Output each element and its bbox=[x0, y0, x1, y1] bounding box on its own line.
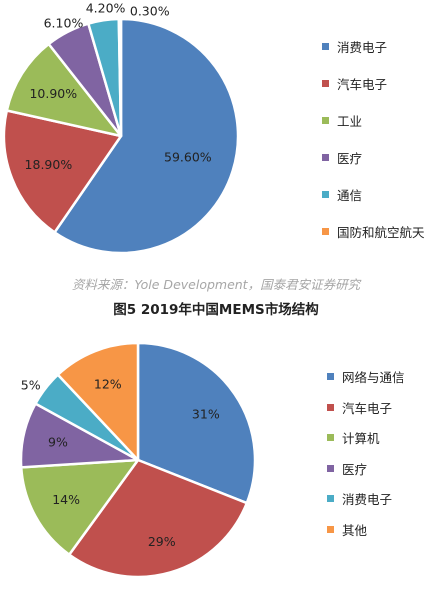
legend-swatch bbox=[322, 43, 329, 50]
legend-item-1-6: 国防和航空航天 bbox=[322, 222, 425, 241]
legend-item-1-5: 通信 bbox=[322, 185, 362, 204]
legend-swatch bbox=[322, 154, 329, 161]
legend-label: 国防和航空航天 bbox=[337, 225, 425, 240]
pie-slice-1-2 bbox=[2, 109, 123, 234]
legend-label: 工业 bbox=[337, 114, 363, 129]
pie-label-1-5: 4.20% bbox=[86, 0, 126, 15]
legend-label: 网络与通信 bbox=[342, 370, 405, 385]
pie-slice-1-6 bbox=[117, 17, 123, 138]
pie-label-2-3: 14% bbox=[52, 492, 80, 507]
legend-swatch bbox=[327, 464, 334, 472]
legend-label: 医疗 bbox=[337, 151, 363, 166]
legend-item-2-4: 医疗 bbox=[327, 459, 367, 478]
pie-chart-2019-china-mems: 31% 29% 14% 9% 5% 12% bbox=[19, 341, 257, 579]
legend-label: 通信 bbox=[337, 188, 363, 203]
pie-label-1-3: 10.90% bbox=[29, 86, 77, 101]
pie-label-1-1: 59.60% bbox=[164, 149, 212, 164]
legend-swatch bbox=[322, 80, 329, 87]
legend-label: 消费电子 bbox=[342, 492, 393, 507]
legend-item-2-1: 网络与通信 bbox=[327, 367, 405, 386]
pie-slice-1-3 bbox=[5, 42, 123, 138]
legend-label: 计算机 bbox=[342, 431, 380, 446]
legend-label: 消费电子 bbox=[337, 40, 388, 55]
pie-slice-2-1 bbox=[136, 341, 257, 505]
legend-label: 医疗 bbox=[342, 461, 368, 477]
legend-item-2-2: 汽车电子 bbox=[327, 398, 392, 417]
legend-label: 其他 bbox=[342, 522, 368, 538]
legend-item-1-4: 医疗 bbox=[322, 148, 362, 167]
legend-item-1-3: 工业 bbox=[322, 111, 362, 130]
legend-item-1-1: 消费电子 bbox=[322, 37, 387, 56]
legend-swatch bbox=[322, 228, 329, 235]
legend-swatch bbox=[327, 495, 334, 502]
legend-swatch bbox=[322, 117, 329, 124]
legend-item-2-6: 其他 bbox=[327, 520, 367, 539]
pie-slice-1-1 bbox=[53, 17, 240, 255]
pie-label-2-2: 29% bbox=[148, 534, 176, 549]
legend-item-2-3: 计算机 bbox=[327, 428, 380, 447]
pie-label-2-4: 9% bbox=[48, 435, 68, 450]
legend-label: 汽车电子 bbox=[337, 77, 388, 92]
pie-label-2-1: 31% bbox=[192, 406, 220, 421]
pie-label-1-6: 0.30% bbox=[130, 4, 170, 19]
pie-slice-2-2 bbox=[67, 458, 249, 579]
pie-label-2-5: 5% bbox=[21, 377, 41, 392]
figure-caption: 图5 2019年中国MEMS市场结构 bbox=[113, 302, 319, 318]
legend-swatch bbox=[327, 373, 334, 380]
legend-swatch bbox=[327, 434, 334, 441]
source-note: 资料来源：Yole Development，国泰君安证券研究 bbox=[71, 277, 361, 292]
legend-swatch bbox=[327, 525, 334, 533]
legend-item-1-2: 汽车电子 bbox=[322, 74, 387, 93]
legend-item-2-5: 消费电子 bbox=[327, 489, 392, 508]
pie-label-1-4: 6.10% bbox=[44, 15, 84, 30]
pie-slice-2-3 bbox=[19, 458, 140, 556]
pie-label-2-6: 12% bbox=[94, 376, 122, 391]
legend-swatch bbox=[322, 191, 329, 198]
legend-label: 汽车电子 bbox=[342, 400, 393, 416]
pie-label-1-2: 18.90% bbox=[25, 157, 73, 172]
pie-chart-2019-application: 59.60% 18.90% 10.90% 6.10%4.20% 0.30% bbox=[2, 0, 240, 255]
legend-swatch bbox=[327, 403, 334, 411]
pie-slice-2-6 bbox=[56, 341, 140, 462]
